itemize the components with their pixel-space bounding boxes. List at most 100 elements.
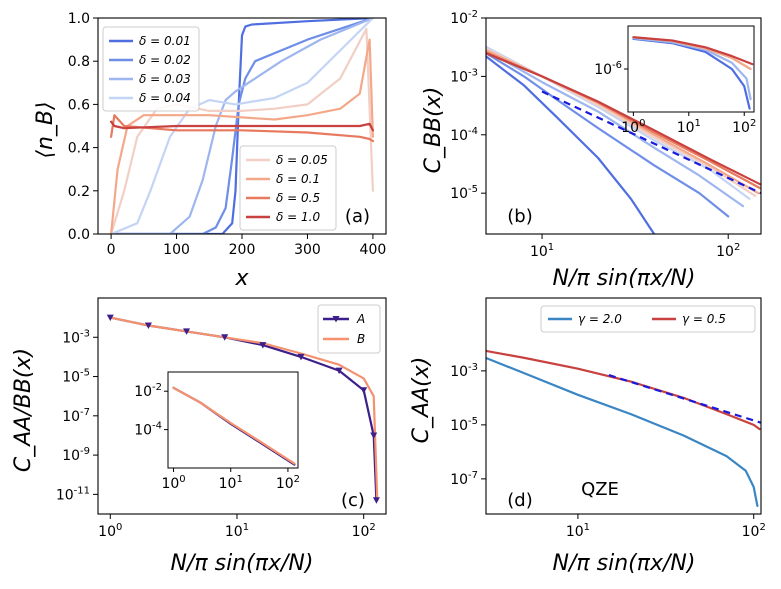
panel-c-inset-ytick-label-1: 10-2: [134, 382, 162, 400]
panel-a-legend-upper-box: [102, 26, 200, 112]
panel-d: 101 102 10-7 10-5 10-3 N/π sin(πx/N) C_AA(x)…: [409, 297, 766, 576]
panel-c-marker-a-8: [370, 432, 378, 439]
panel-c-legend-label-1: B: [357, 332, 365, 346]
panel-c-ytick-label-2: 10-7: [62, 407, 90, 425]
panel-b-xlabel: N/π sin(πx/N): [553, 266, 696, 291]
panel-c-marker-a-1: [144, 322, 152, 329]
panel-a-xtick-label-3: 300: [294, 242, 321, 258]
panel-d-axes-frame: [485, 297, 762, 515]
panel-c-marker-a-3: [221, 334, 229, 341]
panel-b-series-line-7: [486, 52, 761, 186]
panel-d-series-line-1: [486, 349, 761, 431]
panel-d-legend: γ = 2.0 γ = 0.5: [540, 305, 756, 333]
panel-a-legend-upper-label-0: δ = 0.01: [139, 34, 191, 48]
panel-b-axes-frame: [485, 17, 762, 235]
panel-c-inset: 100 101 102 10-4 10-2: [134, 371, 300, 492]
panel-b-ticks: 101 102 10-5 10-4 10-3 10-2: [450, 9, 740, 260]
panel-c-ytick-label-0: 10-11: [56, 485, 90, 503]
panel-d-legend-label-0: γ = 2.0: [578, 312, 622, 326]
panel-a-xtick-label-0: 0: [107, 242, 116, 258]
panel-b-inset-xtick-label-0: 100: [621, 118, 645, 136]
panel-a-legend-lower-label-3: δ = 1.0: [276, 210, 320, 224]
panel-b-series: [486, 45, 761, 234]
panel-c-xtick-label-2: 102: [352, 522, 376, 540]
panel-b-guide-line: [541, 90, 761, 195]
panel-a-series-line-3: [109, 18, 374, 234]
panel-d-ylabel: C_AA(x): [409, 357, 434, 444]
panel-d-xlabel: N/π sin(πx/N): [553, 551, 696, 576]
panel-b-inset: 100 101 102 10-6: [594, 25, 756, 136]
panel-c-xtick-label-1: 101: [225, 522, 249, 540]
panel-c-ylabel: C_AA/BB(x): [11, 348, 36, 472]
panel-a-legend-lower-box: [239, 145, 337, 231]
panel-a-legend-upper-label-2: δ = 0.03: [139, 72, 191, 86]
panel-c-tag: (c): [341, 490, 365, 511]
panel-c-marker-a-4: [259, 342, 267, 349]
panel-b-inset-ytick-label-0: 10-6: [594, 60, 622, 78]
panel-a-legend-lower: δ = 0.05 δ = 0.1 δ = 0.5 δ = 1.0: [239, 145, 337, 231]
panel-c-inset-xtick-label-1: 101: [219, 474, 243, 492]
panel-c-legend: AB: [317, 304, 381, 354]
panel-c-series-line-1: [109, 316, 379, 502]
panel-c-ytick-label-4: 10-3: [62, 328, 90, 346]
panel-a-ytick-label-1: 0.2: [68, 184, 90, 200]
panel-c-inset-ytick-label-0: 10-4: [134, 421, 162, 439]
panel-c-legend-marker: [332, 316, 340, 323]
panel-a-xtick-label-4: 400: [360, 242, 387, 258]
panel-d-series-line-0: [486, 356, 759, 507]
panel-b-inset-series: [632, 36, 754, 110]
panel-b-ytick-label-3: 10-2: [450, 9, 478, 27]
panel-c-xtick-label-0: 100: [98, 522, 122, 540]
panel-b-series-line-1: [486, 52, 730, 218]
panel-b-xtick-label-1: 102: [716, 242, 740, 260]
panel-a-legend-upper-label-1: δ = 0.02: [139, 53, 191, 67]
panel-a-series-line-4: [109, 27, 374, 234]
panel-a-series-line-2: [109, 18, 374, 234]
panel-c-marker-a-5: [297, 353, 305, 361]
panel-c-axes-frame: [97, 297, 387, 515]
panel-c-inset-xtick-label-2: 102: [276, 474, 300, 492]
panel-d-xtick-label-0: 101: [566, 522, 590, 540]
panel-c-xlabel: N/π sin(πx/N): [171, 551, 314, 576]
panel-b-inset-line-3: [632, 36, 754, 66]
panel-b-inset-xtick-label-1: 101: [677, 118, 701, 136]
panel-c-ytick-label-3: 10-5: [62, 368, 90, 386]
panel-a-series-line-6: [109, 114, 374, 143]
panel-c-inset-series: [172, 386, 296, 466]
panel-b-inset-xtick-label-2: 102: [732, 118, 756, 136]
panel-a-legend-upper: δ = 0.01 δ = 0.02 δ = 0.03 δ = 0.04: [102, 26, 200, 112]
panel-c-ticks: 100 101 102 10-11 10-9 10-7 10-5 10-3: [56, 328, 376, 540]
panel-a-xtick-label-1: 100: [163, 242, 190, 258]
panel-b-ylabel: C_BB(x): [421, 87, 446, 174]
panel-d-ytick-label-0: 10-7: [450, 470, 478, 488]
panel-c-marker-a-6: [335, 367, 343, 375]
panel-a-ylabel: ⟨n_B⟩: [33, 101, 58, 158]
panel-d-guide-line: [608, 374, 761, 424]
panel-a-legend-lower-label-2: δ = 0.5: [276, 191, 320, 205]
panel-b-series-line-0: [486, 55, 656, 234]
panel-c-marker-a-2: [183, 328, 191, 335]
panel-c-inset-line-1: [172, 386, 296, 465]
panel-a-series: [109, 18, 374, 234]
panel-d-tag: (d): [507, 490, 532, 511]
panel-d-legend-box: [540, 305, 756, 333]
panel-d-ticks: 101 102 10-7 10-5 10-3: [450, 362, 766, 540]
panel-b-ytick-label-1: 10-4: [450, 126, 478, 144]
panel-b-ytick-label-2: 10-3: [450, 67, 478, 85]
panel-d-series: [486, 349, 761, 507]
panel-a-ytick-label-5: 1.0: [68, 11, 90, 27]
panel-a-tag: (a): [345, 206, 370, 227]
panel-d-ytick-label-2: 10-3: [450, 362, 478, 380]
panel-c: 100 101 102 10-11 10-9 10-7 10-5 10-3 N/π sin(π…: [11, 297, 387, 576]
panel-a-legend-lower-label-0: δ = 0.05: [276, 153, 328, 167]
panel-d-xtick-label-1: 102: [742, 522, 766, 540]
panel-c-inset-frame: [167, 371, 299, 469]
panel-c-marker-a-9: [372, 497, 380, 504]
panel-c-legend-label-0: A: [356, 312, 365, 326]
panel-c-inset-xtick-label-0: 100: [161, 474, 185, 492]
panel-a-series-line-0: [109, 18, 374, 234]
panel-b: 101 102 10-5 10-4 10-3 10-2 N/π sin(πx/N) C_B…: [421, 9, 762, 291]
panel-a-xtick-label-2: 200: [229, 242, 256, 258]
